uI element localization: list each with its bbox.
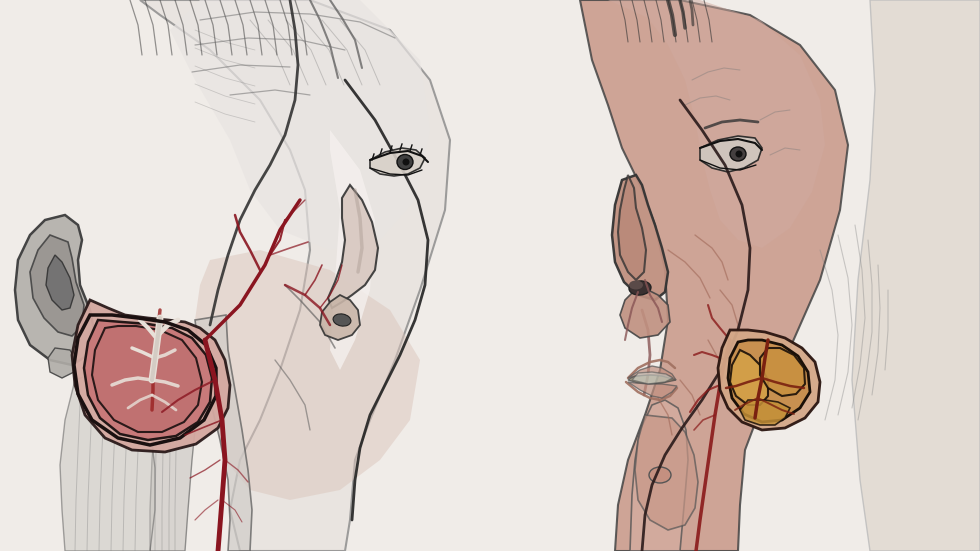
Polygon shape <box>740 400 790 425</box>
Polygon shape <box>48 348 76 378</box>
Polygon shape <box>170 0 430 250</box>
Polygon shape <box>618 175 646 280</box>
Polygon shape <box>60 368 155 551</box>
Polygon shape <box>580 0 848 551</box>
Polygon shape <box>628 374 676 384</box>
Polygon shape <box>84 320 212 440</box>
Polygon shape <box>30 235 84 336</box>
Ellipse shape <box>629 280 643 289</box>
Polygon shape <box>608 0 825 248</box>
Ellipse shape <box>629 281 651 295</box>
Polygon shape <box>15 215 95 365</box>
Polygon shape <box>728 340 810 422</box>
Polygon shape <box>852 0 980 551</box>
Polygon shape <box>370 148 425 176</box>
Polygon shape <box>328 185 378 308</box>
Ellipse shape <box>736 150 743 158</box>
Polygon shape <box>620 290 670 338</box>
Polygon shape <box>195 315 252 551</box>
Polygon shape <box>150 385 196 551</box>
Polygon shape <box>490 0 980 551</box>
Polygon shape <box>632 372 673 384</box>
Polygon shape <box>628 382 677 398</box>
Polygon shape <box>72 300 230 452</box>
Polygon shape <box>46 255 74 310</box>
Polygon shape <box>140 0 450 551</box>
Polygon shape <box>195 250 420 500</box>
Polygon shape <box>320 295 360 340</box>
Polygon shape <box>0 0 490 551</box>
Ellipse shape <box>403 159 410 165</box>
Polygon shape <box>730 350 768 405</box>
Polygon shape <box>628 366 676 380</box>
Polygon shape <box>718 330 820 430</box>
Polygon shape <box>700 136 762 172</box>
Polygon shape <box>760 348 805 396</box>
Ellipse shape <box>730 147 746 161</box>
Ellipse shape <box>649 467 671 483</box>
Ellipse shape <box>333 314 351 326</box>
Polygon shape <box>330 130 375 370</box>
Polygon shape <box>612 175 668 300</box>
Polygon shape <box>630 400 688 551</box>
Polygon shape <box>92 326 202 432</box>
Ellipse shape <box>397 154 413 170</box>
Polygon shape <box>635 415 698 530</box>
